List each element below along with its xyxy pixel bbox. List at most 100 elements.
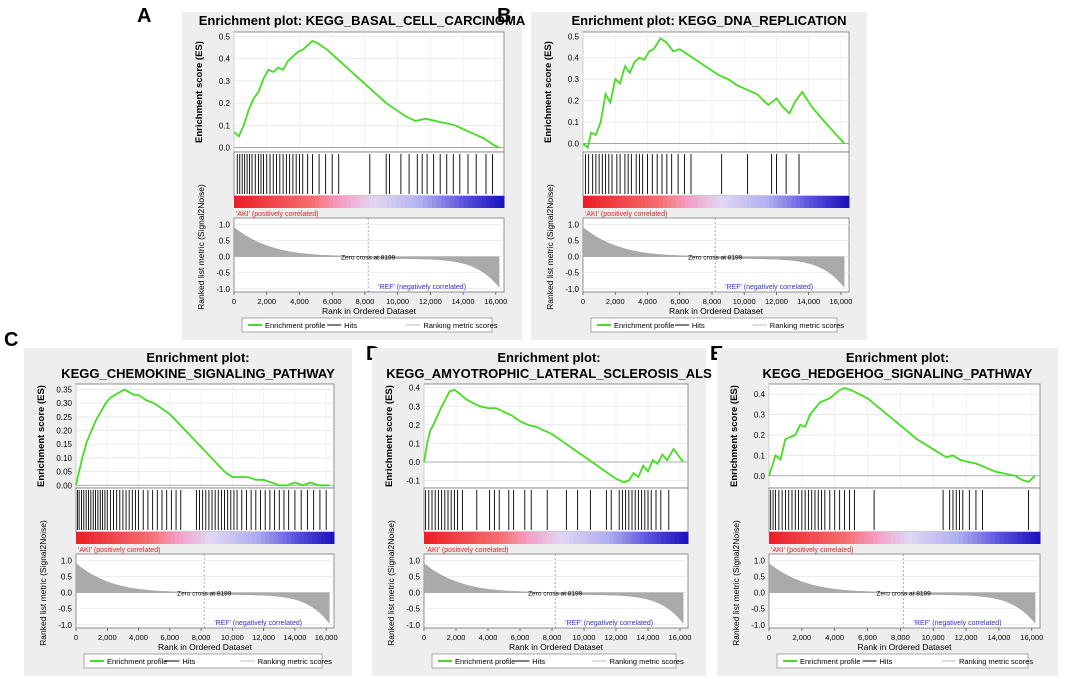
rank-color-bar-segment xyxy=(400,196,406,208)
rank-color-bar-segment xyxy=(321,532,326,544)
rank-color-bar-segment xyxy=(424,532,429,544)
rank-color-bar-segment xyxy=(525,532,531,544)
rank-color-bar-segment xyxy=(733,196,739,208)
rank-color-bar-segment xyxy=(1035,532,1041,544)
rank-color-bar-segment xyxy=(485,532,491,544)
xtick-label: 12,000 xyxy=(955,633,978,642)
rank-color-bar-segment xyxy=(355,196,361,208)
negative-correlation-label: 'REF' (negatively correlated) xyxy=(565,620,653,627)
es-ytick-label: 0.2 xyxy=(568,97,580,106)
hits-area xyxy=(768,487,1041,533)
rank-ytick-label: -0.5 xyxy=(58,605,72,614)
es-ytick-label: 0.35 xyxy=(56,385,72,394)
rank-color-bar-segment xyxy=(587,196,593,208)
es-ytick-label: 0.00 xyxy=(56,481,72,490)
xtick-label: 6,000 xyxy=(858,633,877,642)
ranking-metric-fill xyxy=(75,562,330,624)
rank-color-bar-segment xyxy=(1012,532,1018,544)
rank-color-bar-segment xyxy=(764,196,770,208)
panel-B: B Enrichment plot: KEGG_DNA_REPLICATION 0.… xyxy=(497,5,867,340)
rank-color-bar-segment xyxy=(600,532,605,544)
legend-box xyxy=(83,653,323,669)
rank-ytick-label: -1.0 xyxy=(565,285,579,294)
rank-color-bar-segment xyxy=(918,532,924,544)
rank-color-bar-segment xyxy=(174,532,180,544)
zero-cross-label: Zero cross at 8199 xyxy=(877,591,932,598)
zero-cross-label: Zero cross at 8199 xyxy=(177,591,232,598)
rank-color-bar-segment xyxy=(486,196,491,208)
rank-color-bar-segment xyxy=(234,196,239,208)
rank-color-bar-segment xyxy=(639,532,645,544)
rank-color-bar-segment xyxy=(1021,532,1027,544)
legend-entry: Hits xyxy=(879,657,892,666)
rank-color-bar-segment xyxy=(481,196,487,208)
rank-color-bar-segment xyxy=(476,532,482,544)
rank-color-bar-segment xyxy=(724,196,730,208)
xtick-label: 14,000 xyxy=(283,633,306,642)
rank-color-bar-segment xyxy=(153,532,159,544)
rank-color-bar-segment xyxy=(76,532,81,544)
rank-color-bar-segment xyxy=(319,196,325,208)
rank-color-bar-segment xyxy=(454,196,460,208)
rank-color-bar-segment xyxy=(382,196,388,208)
rank-color-bar-segment xyxy=(652,532,658,544)
legend-entry: Ranking metric scores xyxy=(423,321,497,330)
es-ytick-label: 0.0 xyxy=(568,139,580,148)
es-ytick-label: 0.25 xyxy=(56,413,72,422)
rank-color-bar-segment xyxy=(301,196,307,208)
xtick-label: 4,000 xyxy=(825,633,844,642)
rank-color-bar-segment xyxy=(990,532,996,544)
xtick-label: 16,000 xyxy=(1020,633,1043,642)
es-ytick-label: 0.1 xyxy=(754,451,766,460)
rank-ytick-label: -0.5 xyxy=(216,269,230,278)
rank-color-bar-segment xyxy=(809,196,815,208)
rank-color-bar-segment xyxy=(328,196,334,208)
rank-color-bar-segment xyxy=(967,532,973,544)
rank-color-bar-segment xyxy=(230,532,236,544)
rank-color-bar-segment xyxy=(751,196,757,208)
rank-color-bar-segment xyxy=(270,196,275,208)
rank-color-bar-segment xyxy=(346,196,352,208)
rank-color-bar-segment xyxy=(248,532,253,544)
rank-color-bar-segment xyxy=(106,532,111,544)
rank-color-bar-segment xyxy=(503,532,509,544)
rank-color-bar-segment xyxy=(1003,532,1009,544)
rank-ytick-label: 0.5 xyxy=(754,573,766,582)
positive-correlation-label: 'AKI' (positively correlated) xyxy=(236,211,318,218)
chart-title-line2: KEGG_CHEMOKINE_SIGNALING_PATHWAY xyxy=(61,366,335,381)
rank-ytick-label: 0.0 xyxy=(409,589,421,598)
rank-ytick-label: -1.0 xyxy=(216,285,230,294)
rank-color-bar-segment xyxy=(840,196,846,208)
rank-ytick-label: -1.0 xyxy=(751,621,765,630)
legend-box xyxy=(241,317,493,333)
xtick-label: 2,000 xyxy=(792,633,811,642)
negative-correlation-label: 'REF' (negatively correlated) xyxy=(378,284,466,291)
es-ytick-label: 0.4 xyxy=(568,54,580,63)
es-ytick-label: 0.3 xyxy=(568,75,580,84)
rank-color-bar-segment xyxy=(123,532,129,544)
rank-color-bar-segment xyxy=(881,532,887,544)
rank-ytick-label: -0.5 xyxy=(751,605,765,614)
rank-ytick-label: 0.0 xyxy=(754,589,766,598)
rank-color-bar-segment xyxy=(494,532,500,544)
panel-A: A Enrichment plot: KEGG_BASAL_CELL_CARCIN… xyxy=(137,5,526,340)
es-ytick-label: 0.20 xyxy=(56,427,72,436)
rank-color-bar-segment xyxy=(999,532,1005,544)
rank-color-bar-segment xyxy=(600,196,606,208)
rank-color-bar-segment xyxy=(337,196,343,208)
es-axis-label: Enrichment score (ES) xyxy=(543,41,554,143)
rank-color-bar-segment xyxy=(291,532,296,544)
rank-color-bar-segment xyxy=(481,532,487,544)
rank-color-bar-segment xyxy=(450,532,456,544)
rank-ytick-label: -0.5 xyxy=(565,269,579,278)
rank-color-bar-segment xyxy=(507,532,513,544)
rank-color-bar-segment xyxy=(308,532,313,544)
rank-color-bar-segment xyxy=(596,196,602,208)
rank-color-bar-segment xyxy=(769,196,775,208)
rank-color-bar-segment xyxy=(450,196,455,208)
negative-correlation-label: 'REF' (negatively correlated) xyxy=(214,620,302,627)
rank-ytick-label: 1.0 xyxy=(409,556,421,565)
rank-color-bar-segment xyxy=(538,532,544,544)
rank-color-bar-segment xyxy=(954,532,960,544)
rank-color-bar-segment xyxy=(773,196,779,208)
